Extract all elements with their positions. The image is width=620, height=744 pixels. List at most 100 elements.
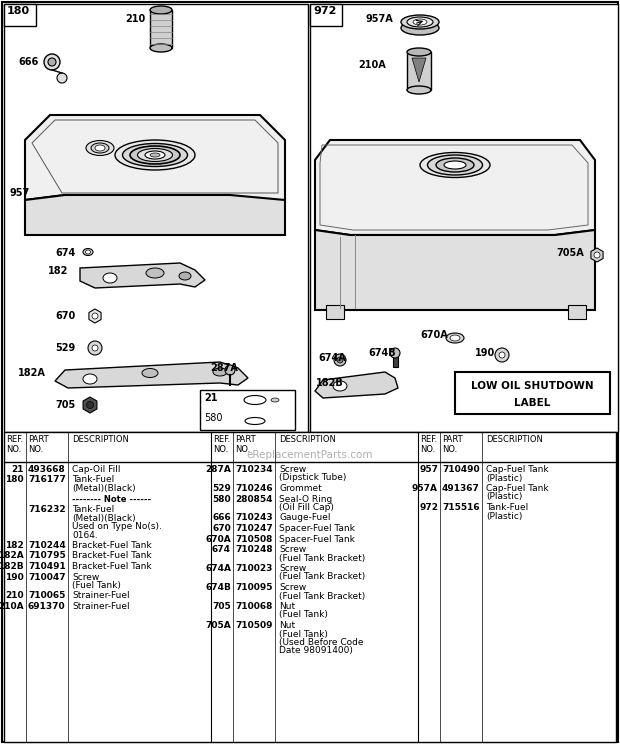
Text: Spacer-Fuel Tank: Spacer-Fuel Tank	[279, 524, 355, 533]
Text: (Fuel Tank): (Fuel Tank)	[279, 629, 328, 638]
Text: Cap-Fuel Tank: Cap-Fuel Tank	[486, 484, 549, 493]
Ellipse shape	[150, 153, 160, 157]
Text: (Used Before Code: (Used Before Code	[279, 638, 363, 647]
Text: Nut: Nut	[279, 602, 295, 611]
Text: (Plastic): (Plastic)	[486, 512, 523, 521]
Text: 210: 210	[125, 14, 145, 24]
Text: 493668: 493668	[28, 465, 66, 474]
Bar	[568, 305, 586, 319]
Ellipse shape	[420, 153, 490, 178]
Text: 710795: 710795	[28, 551, 66, 560]
Text: Screw: Screw	[279, 465, 306, 474]
Text: 957A: 957A	[412, 484, 438, 493]
Text: 710246: 710246	[235, 484, 273, 493]
Text: (Fuel Tank): (Fuel Tank)	[72, 581, 121, 590]
Circle shape	[88, 341, 102, 355]
Ellipse shape	[130, 146, 180, 164]
Text: 674A: 674A	[318, 353, 346, 363]
Text: Gauge-Fuel: Gauge-Fuel	[279, 513, 330, 522]
Text: 182A: 182A	[0, 551, 24, 560]
Ellipse shape	[450, 335, 460, 341]
Text: 190: 190	[5, 572, 24, 582]
Text: 716177: 716177	[28, 475, 66, 484]
Text: 529: 529	[212, 484, 231, 493]
Circle shape	[48, 58, 56, 66]
Bar	[150, 10, 172, 48]
Text: 705: 705	[212, 602, 231, 611]
Text: 580: 580	[213, 495, 231, 504]
Ellipse shape	[245, 417, 265, 425]
Text: Tank-Fuel: Tank-Fuel	[72, 505, 114, 514]
Text: 670: 670	[212, 524, 231, 533]
Bar	[4, 4, 308, 432]
Text: 957: 957	[10, 188, 30, 198]
Ellipse shape	[413, 19, 427, 25]
Polygon shape	[315, 372, 398, 398]
Ellipse shape	[95, 145, 105, 151]
Text: 710068: 710068	[235, 602, 272, 611]
Bar	[393, 353, 398, 367]
Ellipse shape	[150, 44, 172, 52]
Ellipse shape	[407, 86, 431, 94]
Text: (Fuel Tank Bracket): (Fuel Tank Bracket)	[279, 554, 365, 562]
Text: 957: 957	[419, 465, 438, 474]
Text: 182: 182	[5, 541, 24, 550]
Text: (Oil Fill Cap): (Oil Fill Cap)	[279, 503, 334, 512]
Circle shape	[57, 73, 67, 83]
Text: 957A: 957A	[365, 14, 392, 24]
Text: 666: 666	[18, 57, 38, 67]
Text: REF.: REF.	[6, 435, 24, 444]
Text: 182B: 182B	[316, 378, 343, 388]
Bar	[326, 305, 344, 319]
Text: 716232: 716232	[28, 505, 66, 514]
Text: 190: 190	[475, 348, 495, 358]
Text: LOW OIL SHUTDOWN: LOW OIL SHUTDOWN	[471, 381, 593, 391]
Text: 710491: 710491	[28, 562, 66, 571]
Text: 972: 972	[419, 503, 438, 512]
Polygon shape	[80, 263, 205, 288]
Text: REF.: REF.	[213, 435, 230, 444]
Polygon shape	[25, 115, 285, 205]
Text: (Dipstick Tube): (Dipstick Tube)	[279, 473, 347, 483]
Text: 710243: 710243	[235, 513, 273, 522]
Text: LABEL: LABEL	[514, 398, 550, 408]
Text: Tank-Fuel: Tank-Fuel	[486, 503, 528, 512]
Text: Date 98091400): Date 98091400)	[279, 647, 353, 655]
Text: 580: 580	[204, 413, 223, 423]
Text: Screw: Screw	[279, 564, 306, 573]
Ellipse shape	[115, 140, 195, 170]
Ellipse shape	[145, 151, 165, 159]
Text: Screw: Screw	[279, 545, 306, 554]
Polygon shape	[55, 362, 248, 388]
Polygon shape	[412, 58, 426, 82]
Text: 674A: 674A	[205, 564, 231, 573]
Text: 710244: 710244	[28, 541, 66, 550]
Text: Bracket-Fuel Tank: Bracket-Fuel Tank	[72, 551, 152, 560]
Ellipse shape	[271, 398, 279, 402]
Text: 710509: 710509	[235, 621, 273, 630]
Ellipse shape	[401, 15, 439, 29]
Text: 710234: 710234	[235, 465, 273, 474]
Text: eReplacementParts.com: eReplacementParts.com	[247, 450, 373, 460]
Text: NO.: NO.	[442, 445, 458, 454]
Text: 710508: 710508	[235, 534, 272, 544]
Text: 21: 21	[12, 465, 24, 474]
Circle shape	[337, 357, 343, 363]
Bar	[455, 372, 610, 414]
Text: NO.: NO.	[420, 445, 435, 454]
Text: DESCRIPTION: DESCRIPTION	[279, 435, 336, 444]
Circle shape	[499, 352, 505, 358]
Text: 180: 180	[6, 475, 24, 484]
Ellipse shape	[446, 333, 464, 343]
Ellipse shape	[91, 143, 109, 153]
Text: 180: 180	[7, 6, 30, 16]
Text: PART: PART	[28, 435, 48, 444]
Text: 182B: 182B	[0, 562, 24, 571]
Ellipse shape	[103, 273, 117, 283]
Ellipse shape	[142, 368, 158, 377]
Text: -------- Note ------: -------- Note ------	[72, 495, 151, 504]
Text: 210A: 210A	[0, 602, 24, 611]
Text: (Plastic): (Plastic)	[486, 493, 523, 501]
Text: 21: 21	[204, 393, 218, 403]
Text: 674: 674	[212, 545, 231, 554]
